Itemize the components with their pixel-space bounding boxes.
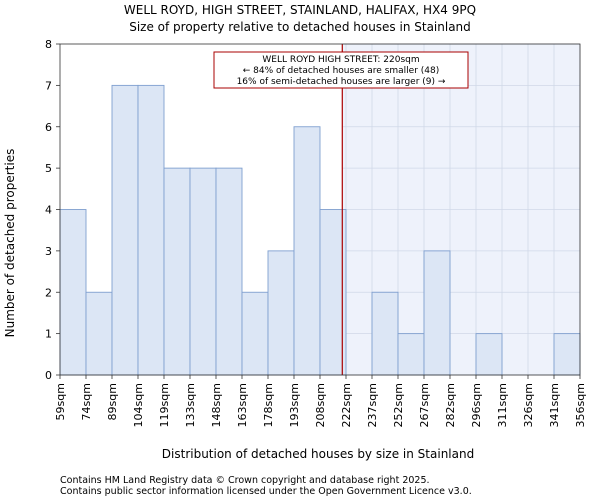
- x-tick-label: 252sqm: [392, 383, 405, 427]
- x-tick-label: 104sqm: [132, 383, 145, 427]
- histogram-bar-193sqm: [293, 126, 321, 376]
- x-tick-label: 356sqm: [574, 383, 587, 427]
- histogram-bar-104sqm: [137, 84, 165, 376]
- x-tick-label: 178sqm: [262, 383, 275, 427]
- x-tick-label: 341sqm: [548, 383, 561, 427]
- x-tick-label: 163sqm: [236, 383, 249, 427]
- histogram-bar-133sqm: [189, 167, 217, 376]
- y-tick-label: 6: [45, 121, 52, 134]
- annotation-box: WELL ROYD HIGH STREET: 220sqm ← 84% of d…: [213, 51, 469, 89]
- y-tick-label: 8: [45, 38, 52, 51]
- y-tick-label: 7: [45, 79, 52, 92]
- histogram-bar-237sqm: [371, 291, 399, 376]
- y-tick-label: 4: [45, 204, 52, 217]
- x-tick-label: 74sqm: [80, 383, 93, 420]
- x-tick-label: 133sqm: [184, 383, 197, 427]
- y-tick-label: 5: [45, 162, 52, 175]
- x-tick-label: 282sqm: [444, 383, 457, 427]
- annotation-line-2: ← 84% of detached houses are smaller (48…: [243, 66, 440, 76]
- x-tick-label: 148sqm: [210, 383, 223, 427]
- x-tick-label: 222sqm: [340, 383, 353, 427]
- x-tick-label: 119sqm: [158, 383, 171, 427]
- y-tick-label: 1: [45, 328, 52, 341]
- footer-line-1: Contains HM Land Registry data © Crown c…: [60, 475, 430, 486]
- histogram-bar-296sqm: [475, 333, 503, 376]
- x-axis-label: Distribution of detached houses by size …: [162, 447, 474, 461]
- histogram-bar-89sqm: [111, 84, 139, 376]
- annotation-line-3: 16% of semi-detached houses are larger (…: [237, 77, 446, 87]
- y-axis-label: Number of detached properties: [3, 149, 17, 338]
- x-tick-label: 208sqm: [314, 383, 327, 427]
- histogram-bar-59sqm: [59, 209, 87, 376]
- histogram-bar-267sqm: [423, 250, 451, 376]
- histogram-bar-178sqm: [267, 250, 295, 376]
- x-tick-label: 59sqm: [54, 383, 67, 420]
- x-tick-label: 296sqm: [470, 383, 483, 427]
- y-tick-label: 2: [45, 286, 52, 299]
- x-tick-label: 311sqm: [496, 383, 509, 427]
- x-tick-label: 237sqm: [366, 383, 379, 427]
- histogram-bar-341sqm: [553, 333, 581, 376]
- y-tick-label: 0: [45, 369, 52, 382]
- annotation-line-1: WELL ROYD HIGH STREET: 220sqm: [262, 55, 419, 65]
- y-tick-label: 3: [45, 245, 52, 258]
- histogram-bar-74sqm: [85, 291, 113, 376]
- histogram-bar-148sqm: [215, 167, 243, 376]
- chart-subtitle: Size of property relative to detached ho…: [129, 20, 471, 34]
- x-tick-label: 267sqm: [418, 383, 431, 427]
- x-tick-label: 89sqm: [106, 383, 119, 420]
- x-tick-label: 193sqm: [288, 383, 301, 427]
- footer-line-2: Contains public sector information licen…: [60, 486, 472, 497]
- histogram-bar-119sqm: [163, 167, 191, 376]
- x-tick-label: 326sqm: [522, 383, 535, 427]
- histogram-bar-163sqm: [241, 291, 269, 376]
- histogram-bar-252sqm: [397, 333, 425, 376]
- annotation-border: [213, 51, 469, 89]
- chart-title: WELL ROYD, HIGH STREET, STAINLAND, HALIF…: [124, 3, 476, 17]
